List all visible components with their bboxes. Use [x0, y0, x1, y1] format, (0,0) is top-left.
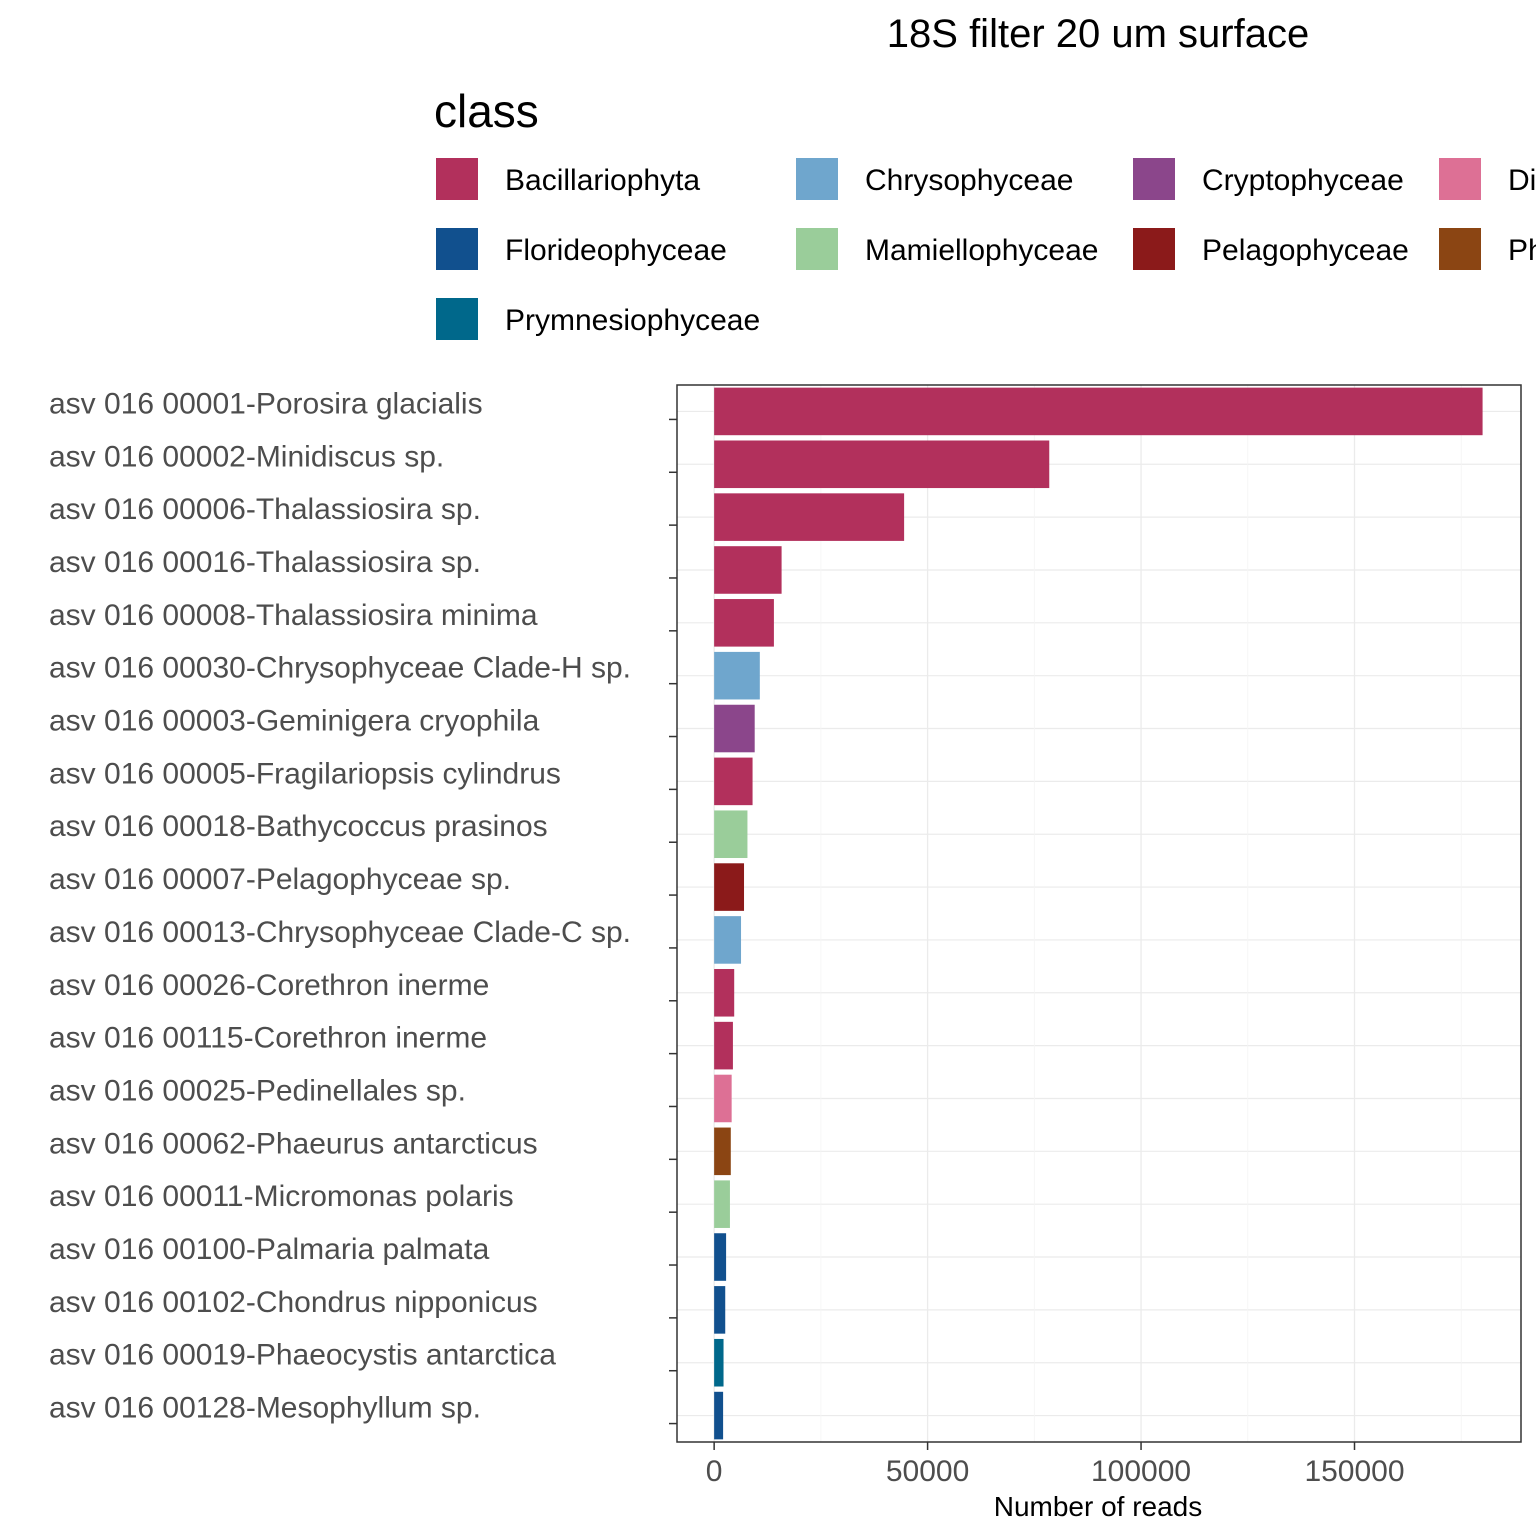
x-tick-label: 150000	[1304, 1455, 1404, 1488]
y-tick-label: asv 016 00100-Palmaria palmata	[49, 1233, 490, 1266]
bar	[714, 440, 1050, 489]
bar	[714, 1338, 724, 1387]
y-tick-label: asv 016 00001-Porosira glacialis	[49, 387, 483, 420]
bar	[714, 546, 782, 594]
legend-label: Chrysophyceae	[865, 164, 1073, 197]
plot-panel	[676, 384, 1522, 1443]
legend-key	[1439, 228, 1481, 270]
y-tick-label: asv 016 00128-Mesophyllum sp.	[49, 1392, 481, 1425]
y-tick-label: asv 016 00115-Corethron inerme	[49, 1022, 487, 1055]
y-tick-label: asv 016 00026-Corethron inerme	[49, 969, 489, 1002]
bar	[714, 1233, 727, 1281]
legend-key	[436, 228, 478, 270]
bar	[714, 493, 905, 541]
gridlines	[677, 385, 1521, 1442]
y-tick-label: asv 016 00030-Chrysophyceae Clade-H sp.	[49, 652, 631, 685]
legend-label: Prymnesiophyceae	[505, 304, 760, 337]
legend-label: Florideophyceae	[505, 234, 727, 267]
x-tick-label: 50000	[886, 1455, 969, 1488]
panel-border	[676, 384, 1522, 1443]
y-tick-label: asv 016 00102-Chondrus nipponicus	[49, 1286, 538, 1319]
legend-label: Bacillariophyta	[505, 164, 700, 197]
y-tick-label: asv 016 00006-Thalassiosira sp.	[49, 493, 481, 526]
y-tick-label: asv 016 00025-Pedinellales sp.	[49, 1074, 466, 1107]
bar	[714, 1180, 730, 1228]
y-tick-label: asv 016 00011-Micromonas polaris	[49, 1180, 514, 1213]
legend-key	[796, 158, 838, 200]
bar	[714, 1021, 733, 1070]
bar	[714, 704, 755, 753]
y-tick-label: asv 016 00003-Geminigera cryophila	[49, 705, 540, 738]
y-tick-label: asv 016 00007-Pelagophyceae sp.	[49, 863, 511, 896]
x-tick-label: 100000	[1091, 1455, 1191, 1488]
bar	[714, 757, 753, 806]
bar	[714, 968, 735, 1017]
bar	[714, 387, 1483, 436]
x-axis: 0 50000 100000 150000	[706, 1442, 1405, 1488]
y-tick-label: asv 016 00018-Bathycoccus prasinos	[49, 810, 548, 843]
legend-label: Dictyochophyceae	[1508, 164, 1536, 197]
y-tick-label: asv 016 00062-Phaeurus antarcticus	[49, 1127, 538, 1160]
y-tick-label: asv 016 00008-Thalassiosira minima	[49, 599, 538, 632]
y-tick-label: asv 016 00019-Phaeocystis antarctica	[49, 1339, 556, 1372]
legend-title: class	[434, 85, 539, 137]
legend-label: Mamiellophyceae	[865, 234, 1098, 267]
legend-key	[1439, 158, 1481, 200]
x-tick-label: 0	[706, 1455, 723, 1488]
y-tick-label: asv 016 00016-Thalassiosira sp.	[49, 546, 481, 579]
bar	[714, 916, 742, 964]
bars	[714, 387, 1483, 1440]
legend-label: Cryptophyceae	[1202, 164, 1404, 197]
y-tick-label: asv 016 00013-Chrysophyceae Clade-C sp.	[49, 916, 631, 949]
legend-label: Pelagophyceae	[1202, 234, 1409, 267]
bar	[714, 1127, 731, 1176]
y-tick-label: asv 016 00002-Minidiscus sp.	[49, 440, 444, 473]
legend-label: Phaeophyceae	[1508, 234, 1536, 267]
panel-background	[677, 385, 1521, 1442]
x-axis-label: Number of reads	[994, 1491, 1203, 1522]
bar	[714, 1391, 724, 1440]
bar	[714, 810, 748, 859]
y-axis: asv 016 00001-Porosira glacialis asv 016 …	[49, 387, 677, 1425]
legend-key	[1133, 158, 1175, 200]
y-tick-label: asv 016 00005-Fragilariopsis cylindrus	[49, 757, 561, 790]
legend-key	[436, 298, 478, 340]
bar	[714, 651, 760, 700]
legend-key	[1133, 228, 1175, 270]
legend-key	[436, 158, 478, 200]
legend-key	[796, 228, 838, 270]
bar	[714, 599, 774, 647]
bar	[714, 1074, 732, 1123]
bar	[714, 863, 745, 911]
legend: class Bacillariophyta Chrysophyceae Crypto…	[434, 85, 1536, 340]
bar	[714, 1286, 726, 1334]
chart-title: 18S filter 20 um surface	[887, 12, 1309, 56]
